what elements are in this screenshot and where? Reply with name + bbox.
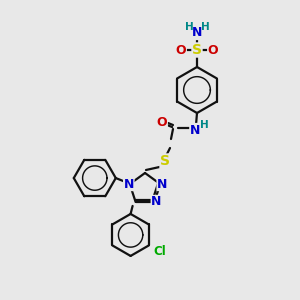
- Text: H: H: [200, 120, 208, 130]
- Text: H: H: [184, 22, 194, 32]
- Text: N: N: [151, 195, 162, 208]
- Text: O: O: [157, 116, 167, 128]
- Text: S: S: [192, 43, 202, 57]
- Text: N: N: [190, 124, 200, 136]
- Text: S: S: [160, 154, 170, 168]
- Text: N: N: [157, 178, 167, 190]
- Text: H: H: [201, 22, 209, 32]
- Text: O: O: [208, 44, 218, 56]
- Text: Cl: Cl: [154, 245, 166, 258]
- Text: N: N: [124, 178, 134, 190]
- Text: O: O: [176, 44, 186, 56]
- Text: N: N: [192, 26, 202, 40]
